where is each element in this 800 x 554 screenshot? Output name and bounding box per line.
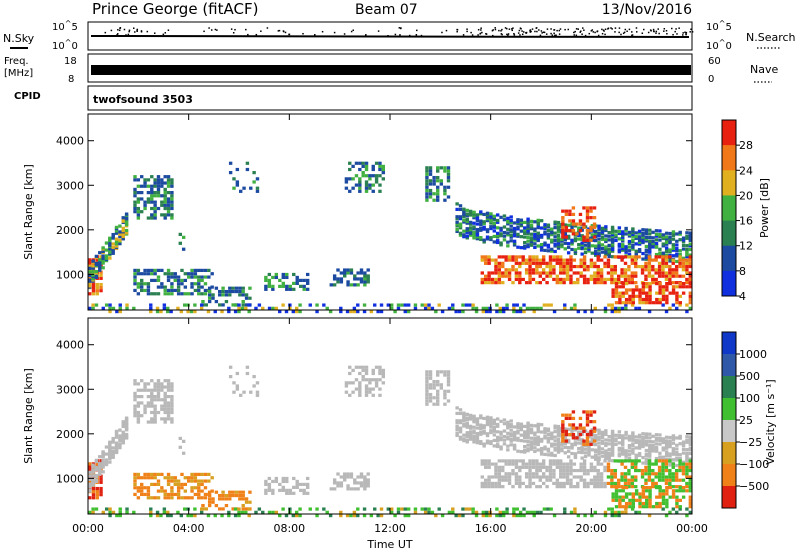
noise-left-tick-top: 10^5 bbox=[52, 19, 78, 33]
x-tick-label: 00:00 bbox=[676, 522, 708, 535]
velocity-colorbar-label: Velocity [m s⁻¹] bbox=[764, 379, 777, 464]
freq-left-label-1: Freq. bbox=[4, 56, 29, 67]
noise-panel-frame bbox=[87, 21, 693, 51]
cpid-label: CPID bbox=[14, 91, 41, 102]
noise-right-tick-top: 10^5 bbox=[706, 19, 732, 33]
x-tick-label: 16:00 bbox=[475, 522, 507, 535]
colorbar-tick-label: 4 bbox=[739, 290, 746, 303]
noise-left-label: N.Sky bbox=[3, 32, 35, 45]
y-tick-label: 4000 bbox=[56, 339, 84, 352]
freq-left-tick-top: 18 bbox=[64, 56, 77, 67]
colorbar-tick-label: 500 bbox=[739, 370, 760, 383]
beam-label: Beam 07 bbox=[355, 2, 418, 18]
noise-trace bbox=[90, 27, 694, 38]
freq-panel-frame bbox=[87, 53, 693, 83]
station-title: Prince George (fitACF) bbox=[92, 0, 258, 18]
power-y-label: Slant Range [km] bbox=[22, 164, 35, 260]
cpid-panel-frame bbox=[87, 85, 693, 111]
y-tick-label: 1000 bbox=[56, 472, 84, 485]
power-colorbar: 28 24 20 16 12 8 4 bbox=[721, 119, 753, 303]
x-tick-label: 04:00 bbox=[173, 522, 205, 535]
x-tick-label: 00:00 bbox=[72, 522, 104, 535]
colorbar-tick-label: −25 bbox=[739, 436, 762, 449]
colorbar-tick-label: 1000 bbox=[739, 348, 767, 361]
freq-left-tick-bottom: 8 bbox=[68, 74, 74, 85]
x-tick-label: 12:00 bbox=[374, 522, 406, 535]
y-tick-label: 4000 bbox=[56, 135, 84, 148]
colorbar-tick-label: 100 bbox=[739, 392, 760, 405]
x-tick-label: 08:00 bbox=[273, 522, 305, 535]
velocity-heatmap bbox=[88, 365, 693, 518]
time-axis-label: Time UT bbox=[366, 538, 412, 551]
colorbar-tick-label: −100 bbox=[739, 458, 769, 471]
colorbar-tick-label: 12 bbox=[739, 240, 753, 253]
velocity-y-axis: 1000 2000 3000 4000 bbox=[56, 339, 692, 485]
y-tick-label: 2000 bbox=[56, 428, 84, 441]
noise-right-tick-bottom: 10^0 bbox=[706, 38, 732, 52]
noise-right-label: N.Search bbox=[746, 31, 796, 44]
colorbar-tick-label: 20 bbox=[739, 189, 753, 202]
colorbar-tick-label: 24 bbox=[739, 164, 753, 177]
power-y-axis: 1000 2000 3000 4000 bbox=[56, 135, 692, 281]
velocity-y-label: Slant Range [km] bbox=[22, 368, 35, 464]
freq-right-tick-bottom: 0 bbox=[708, 74, 714, 85]
power-heatmap bbox=[88, 161, 693, 314]
y-tick-label: 1000 bbox=[56, 268, 84, 281]
y-tick-label: 3000 bbox=[56, 383, 84, 396]
x-tick-label: 20:00 bbox=[575, 522, 607, 535]
time-axis: 00:00 04:00 08:00 12:00 16:00 20:00 00:00 bbox=[72, 114, 708, 535]
freq-left-label-2: [MHz] bbox=[4, 68, 33, 79]
colorbar-tick-label: 25 bbox=[739, 414, 753, 427]
freq-right-label: Nave bbox=[750, 63, 778, 76]
colorbar-tick-label: 28 bbox=[739, 139, 753, 152]
colorbar-tick-label: 16 bbox=[739, 215, 753, 228]
cpid-program: twofsound 3503 bbox=[93, 93, 193, 106]
noise-left-tick-bottom: 10^0 bbox=[52, 38, 78, 52]
y-tick-label: 2000 bbox=[56, 224, 84, 237]
colorbar-tick-label: −500 bbox=[739, 480, 769, 493]
power-colorbar-label: Power [dB] bbox=[758, 178, 771, 238]
colorbar-tick-label: 8 bbox=[739, 265, 746, 278]
date-label: 13/Nov/2016 bbox=[602, 2, 692, 18]
y-tick-label: 3000 bbox=[56, 179, 84, 192]
freq-trace bbox=[91, 65, 691, 75]
freq-right-tick-top: 60 bbox=[708, 56, 721, 67]
velocity-colorbar: 1000 500 100 25 −25 −100 −500 bbox=[721, 331, 769, 509]
